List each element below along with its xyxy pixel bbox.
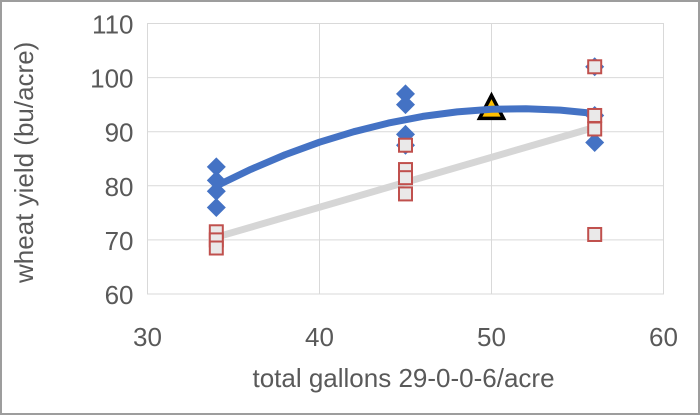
- marker-red-open-squares: [398, 137, 413, 153]
- marker-red-open-squares: [587, 107, 603, 123]
- marker-blue-diamonds: [206, 170, 226, 190]
- x-tick-label-30: 30: [133, 322, 162, 352]
- marker-blue-diamonds: [206, 181, 226, 201]
- marker-red-open-squares: [587, 226, 603, 242]
- trendline-polynomial-blue: [212, 105, 599, 190]
- marker-red-open-squares: [208, 240, 224, 256]
- y-tick-label-110: 110: [92, 10, 133, 40]
- x-tick-label-60: 60: [649, 322, 678, 352]
- marker-blue-diamonds: [206, 157, 226, 177]
- marker-red-open-squares: [587, 59, 603, 75]
- y-tick-label-100: 100: [90, 64, 133, 94]
- x-tick-label-50: 50: [477, 322, 506, 352]
- y-tick-label-90: 90: [105, 118, 134, 148]
- marker-red-open-squares: [398, 186, 413, 202]
- x-axis-title: total gallons 29-0-0-6/acre: [252, 363, 555, 393]
- marker-blue-diamonds: [585, 133, 605, 153]
- marker-blue-diamonds: [206, 197, 226, 217]
- wheat-yield-scatter-chart: 60 70 80 90 100 110 30 40 50 60 wheat yield (bu/a…: [2, 2, 698, 413]
- marker-blue-diamonds: [396, 95, 415, 115]
- x-tick-label-40: 40: [305, 322, 334, 352]
- y-axis-title: wheat yield (bu/acre): [9, 41, 39, 283]
- plot-border: [147, 23, 664, 295]
- marker-red-open-squares: [587, 121, 603, 137]
- y-tick-label-70: 70: [105, 226, 134, 256]
- y-tick-label-80: 80: [105, 172, 134, 202]
- y-tick-label-60: 60: [105, 280, 134, 310]
- marker-blue-diamonds: [396, 84, 415, 104]
- marker-red-open-squares: [398, 170, 413, 186]
